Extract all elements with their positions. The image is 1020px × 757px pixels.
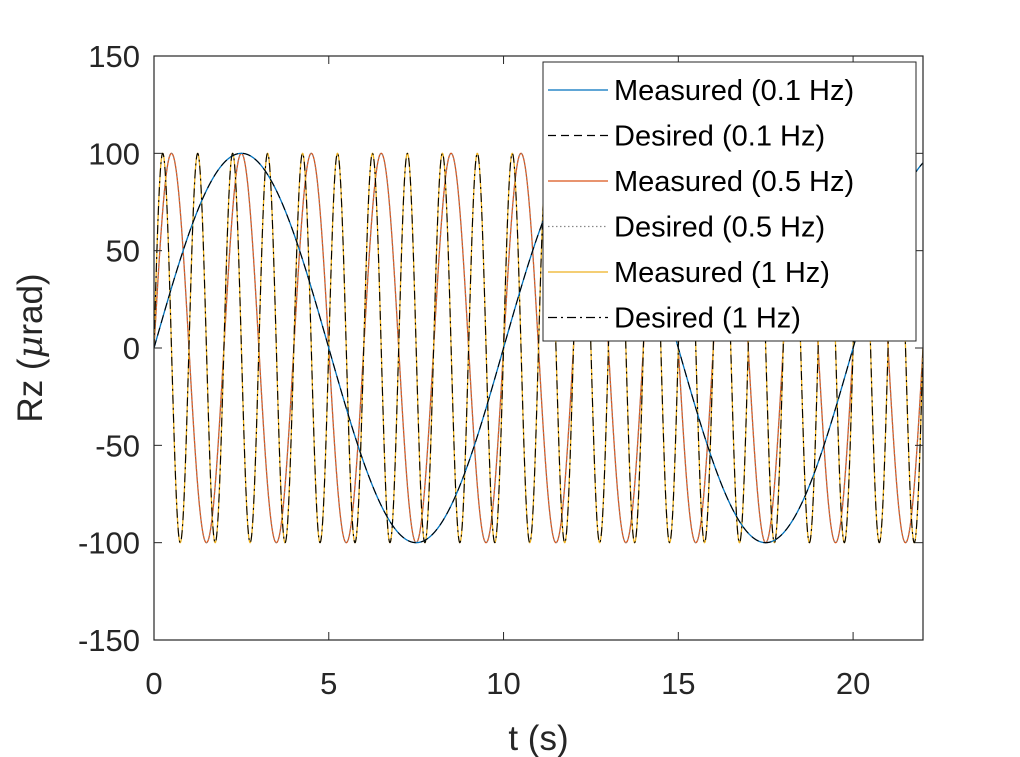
y-tick-label: -50 bbox=[95, 428, 140, 463]
y-tick-label: 0 bbox=[123, 331, 140, 366]
y-axis-title-suffix: rad) bbox=[11, 273, 50, 335]
legend-label-desired-0-1-hz: Desired (0.1 Hz) bbox=[614, 121, 825, 153]
y-tick-label: 50 bbox=[106, 234, 140, 269]
legend: Measured (0.1 Hz) Desired (0.1 Hz) Measure… bbox=[542, 61, 917, 342]
series-line-desired-0-1-hz bbox=[154, 152, 923, 544]
x-tick-label: 10 bbox=[486, 666, 520, 701]
legend-label-measured-0-1-hz: Measured (0.1 Hz) bbox=[614, 75, 854, 107]
x-axis-title: t (s) bbox=[508, 719, 568, 757]
y-tick-label: -100 bbox=[78, 526, 140, 561]
legend-label-measured-1-hz: Measured (1 Hz) bbox=[614, 257, 830, 289]
series-line-desired-1-hz bbox=[154, 152, 923, 544]
tick-layer: 0 5 10 15 20 -150 -100 -50 0 50 100 150 bbox=[78, 39, 923, 701]
y-tick-label: -150 bbox=[78, 623, 140, 658]
x-tick-label: 15 bbox=[661, 666, 695, 701]
y-axis-title-mu: μ bbox=[11, 336, 51, 359]
x-tick-label: 20 bbox=[836, 666, 870, 701]
legend-label-desired-1-hz: Desired (1 Hz) bbox=[614, 303, 801, 335]
y-axis-title: Rz (μrad) bbox=[11, 273, 51, 422]
x-tick-label: 0 bbox=[145, 666, 162, 701]
legend-entries: Measured (0.1 Hz) Desired (0.1 Hz) Measure… bbox=[548, 75, 854, 335]
y-tick-label: 150 bbox=[88, 39, 140, 74]
legend-label-desired-0-5-hz: Desired (0.5 Hz) bbox=[614, 212, 825, 244]
legend-label-measured-0-5-hz: Measured (0.5 Hz) bbox=[614, 166, 854, 198]
x-tick-label: 5 bbox=[320, 666, 337, 701]
y-axis-title-prefix: Rz ( bbox=[11, 358, 50, 423]
y-tick-label: 100 bbox=[88, 136, 140, 171]
legend-box bbox=[542, 61, 917, 342]
